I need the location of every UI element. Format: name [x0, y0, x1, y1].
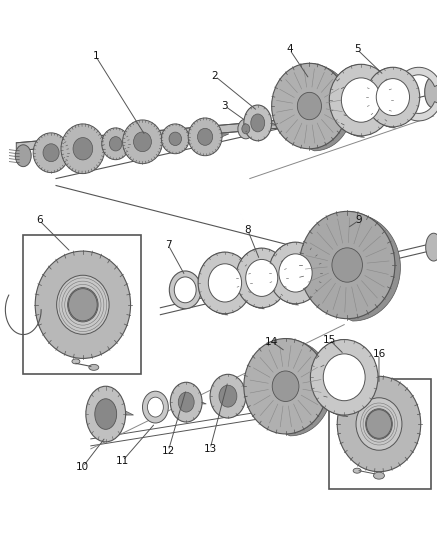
Ellipse shape [89, 365, 99, 370]
Polygon shape [170, 402, 206, 404]
Ellipse shape [123, 120, 162, 164]
Ellipse shape [174, 277, 196, 303]
Text: 14: 14 [265, 336, 278, 346]
Ellipse shape [43, 144, 59, 161]
Ellipse shape [15, 145, 31, 167]
Ellipse shape [67, 288, 98, 322]
Polygon shape [329, 64, 364, 138]
Polygon shape [309, 63, 352, 151]
Text: 7: 7 [165, 240, 172, 250]
Ellipse shape [95, 399, 117, 430]
Text: 12: 12 [162, 446, 175, 456]
Ellipse shape [251, 114, 265, 132]
Polygon shape [33, 150, 76, 153]
Ellipse shape [337, 376, 421, 472]
Ellipse shape [33, 133, 69, 173]
Text: 4: 4 [286, 44, 293, 54]
Polygon shape [244, 123, 276, 125]
Ellipse shape [272, 63, 347, 149]
Text: 16: 16 [372, 350, 385, 359]
Ellipse shape [279, 254, 312, 292]
Ellipse shape [102, 128, 130, 160]
Text: 6: 6 [36, 215, 42, 225]
Text: 11: 11 [116, 456, 129, 466]
Ellipse shape [242, 124, 250, 134]
Ellipse shape [332, 248, 362, 282]
Ellipse shape [219, 385, 237, 407]
Ellipse shape [210, 374, 246, 418]
Ellipse shape [169, 132, 181, 146]
Ellipse shape [366, 67, 420, 127]
Polygon shape [102, 141, 137, 144]
Text: 13: 13 [203, 444, 217, 454]
Ellipse shape [268, 242, 322, 304]
Ellipse shape [323, 354, 365, 401]
Ellipse shape [148, 397, 163, 417]
Ellipse shape [272, 371, 299, 401]
Polygon shape [16, 115, 339, 151]
Ellipse shape [170, 382, 202, 422]
Ellipse shape [134, 132, 152, 151]
Ellipse shape [69, 289, 97, 321]
Polygon shape [269, 242, 299, 305]
Ellipse shape [170, 271, 201, 309]
Text: 3: 3 [222, 101, 228, 111]
Text: 10: 10 [76, 462, 89, 472]
Polygon shape [236, 248, 265, 309]
Ellipse shape [246, 260, 278, 296]
Text: 15: 15 [323, 335, 336, 344]
Ellipse shape [236, 248, 288, 308]
Ellipse shape [178, 392, 194, 412]
Ellipse shape [72, 359, 80, 364]
Polygon shape [23, 235, 141, 374]
Polygon shape [161, 136, 196, 139]
Ellipse shape [238, 119, 254, 139]
Ellipse shape [374, 472, 385, 479]
Text: 9: 9 [356, 215, 362, 225]
Text: 8: 8 [244, 225, 251, 235]
Ellipse shape [311, 340, 378, 415]
Text: 2: 2 [212, 71, 218, 81]
Ellipse shape [161, 124, 189, 154]
Ellipse shape [188, 118, 222, 156]
Ellipse shape [244, 338, 327, 434]
Ellipse shape [329, 64, 393, 136]
Ellipse shape [208, 264, 242, 302]
Polygon shape [198, 252, 228, 315]
Ellipse shape [142, 391, 168, 423]
Ellipse shape [367, 410, 392, 438]
Ellipse shape [198, 252, 252, 314]
Ellipse shape [426, 233, 438, 261]
Ellipse shape [110, 136, 122, 151]
Polygon shape [311, 340, 348, 417]
Polygon shape [347, 212, 400, 321]
Ellipse shape [356, 398, 402, 450]
Polygon shape [286, 338, 332, 436]
Ellipse shape [86, 386, 126, 442]
Text: 5: 5 [354, 44, 360, 54]
Ellipse shape [73, 138, 93, 160]
Text: 1: 1 [92, 51, 99, 61]
Polygon shape [395, 67, 438, 121]
Ellipse shape [244, 105, 272, 141]
Polygon shape [210, 396, 251, 398]
Ellipse shape [425, 76, 438, 108]
Ellipse shape [35, 251, 131, 358]
Ellipse shape [198, 128, 213, 146]
Ellipse shape [297, 92, 321, 120]
Polygon shape [329, 379, 431, 489]
Polygon shape [123, 139, 170, 142]
Polygon shape [86, 411, 134, 415]
Ellipse shape [61, 124, 105, 174]
Ellipse shape [353, 468, 361, 473]
Ellipse shape [341, 78, 381, 122]
Ellipse shape [57, 275, 109, 334]
Ellipse shape [366, 409, 392, 439]
Polygon shape [61, 146, 112, 149]
Polygon shape [366, 67, 396, 128]
Ellipse shape [376, 78, 410, 116]
Ellipse shape [300, 212, 395, 319]
Polygon shape [188, 134, 229, 137]
